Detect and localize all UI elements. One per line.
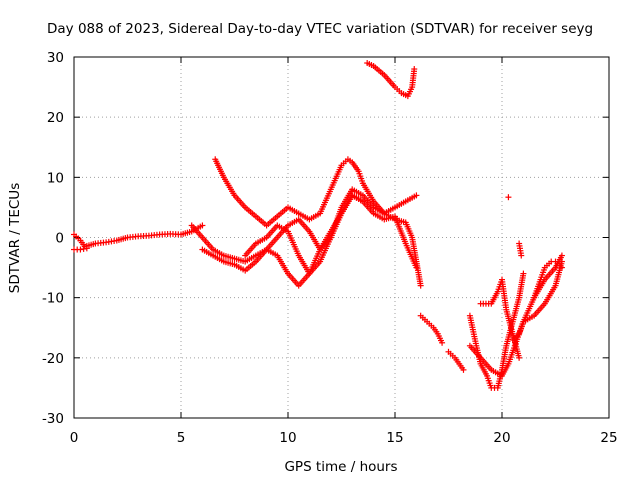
- y-tick-label: -20: [42, 351, 64, 367]
- y-tick-label: -10: [42, 291, 64, 307]
- data-point: [516, 354, 523, 361]
- data-point: [199, 222, 206, 229]
- grid-lines: [74, 57, 609, 418]
- data-point: [413, 192, 420, 199]
- y-tick-label: 30: [47, 50, 64, 66]
- x-tick-label: 20: [493, 430, 510, 446]
- data-point: [518, 252, 525, 259]
- x-tick-label: 10: [279, 430, 296, 446]
- data-markers: [71, 60, 565, 391]
- y-tick-label: 20: [47, 110, 64, 126]
- data-point: [83, 245, 90, 252]
- data-point: [77, 246, 84, 253]
- data-point: [558, 258, 565, 265]
- x-tick-label: 0: [70, 430, 79, 446]
- x-tick-label: 5: [177, 430, 186, 446]
- data-point: [80, 245, 87, 252]
- data-point: [439, 339, 446, 346]
- data-point: [520, 270, 527, 277]
- data-point: [558, 252, 565, 259]
- data-point: [417, 282, 424, 289]
- y-axis-label: SDTVAR / TECUs: [7, 183, 23, 293]
- axis-ticks: 0 5 10 15 20 25 30 20 10 0 -10 -20 -30: [42, 50, 618, 446]
- data-point: [505, 194, 512, 201]
- data-point: [359, 198, 366, 205]
- data-point: [558, 264, 565, 271]
- data-point: [460, 366, 467, 373]
- y-tick-label: 10: [47, 170, 64, 186]
- y-tick-label: 0: [55, 231, 64, 247]
- x-axis-label: GPS time / hours: [284, 459, 397, 475]
- data-point: [411, 66, 418, 73]
- chart-title: Day 088 of 2023, Sidereal Day-to-day VTE…: [47, 21, 593, 37]
- x-tick-label: 25: [600, 430, 617, 446]
- y-tick-label: -30: [42, 411, 64, 427]
- x-tick-label: 15: [386, 430, 403, 446]
- data-point: [413, 264, 420, 271]
